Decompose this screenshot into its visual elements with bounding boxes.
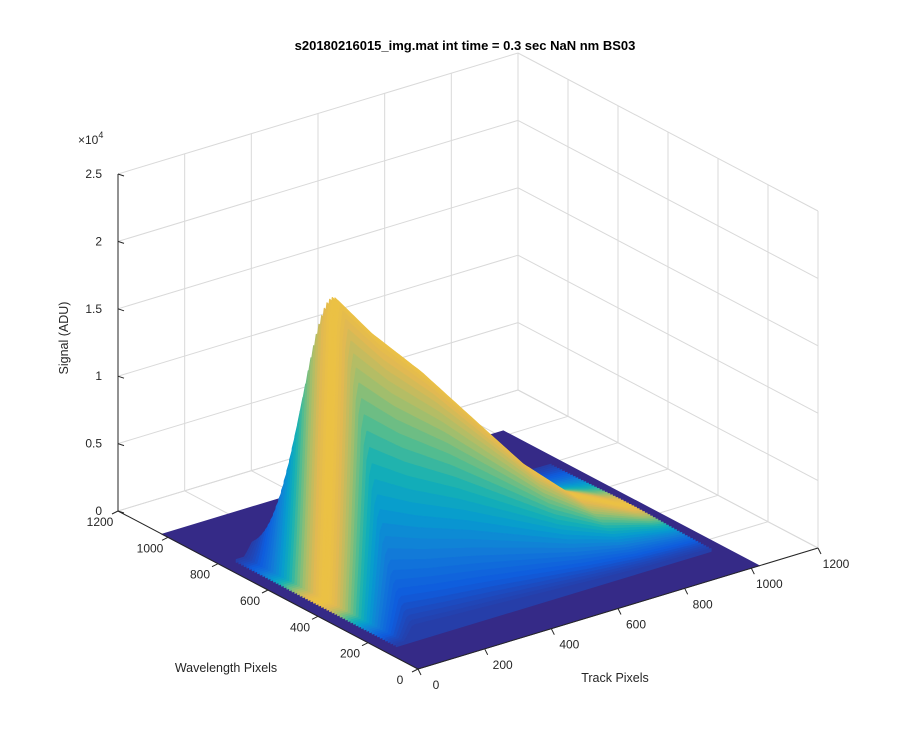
z-tick-mark-5 <box>117 173 125 177</box>
y-tick-label-1: 200 <box>340 647 360 661</box>
wall-b-hgrid-5 <box>517 52 819 212</box>
y-tick-mark-2 <box>311 615 319 620</box>
y-tick-mark-5 <box>161 536 169 541</box>
x-tick-mark-5 <box>750 567 755 575</box>
y-tick-mark-6 <box>111 510 119 515</box>
y-axis-label: Wavelength Pixels <box>175 661 277 675</box>
wall-b-hgrid-3 <box>517 187 819 347</box>
x-tick-mark-4 <box>684 588 689 595</box>
x-tick-label-5: 1000 <box>756 577 783 591</box>
z-tick-mark-4 <box>117 240 125 244</box>
wall-a-hgrid-5 <box>117 52 519 175</box>
wall-b-hgrid-0 <box>517 389 819 549</box>
x-tick-label-3: 600 <box>626 618 646 632</box>
x-tick-label-1: 200 <box>493 658 513 672</box>
x-tick-mark-0 <box>417 668 422 676</box>
surface-plot <box>160 297 761 670</box>
z-tick-mark-2 <box>117 375 125 379</box>
wall-a-hgrid-3 <box>117 187 519 310</box>
z-tick-mark-3 <box>117 308 125 312</box>
y-tick-label-2: 400 <box>290 620 310 634</box>
x-axis-label: Track Pixels <box>581 671 649 685</box>
tick-labels: 0200400600800100012000200400600800100012… <box>85 167 849 692</box>
z-exponent: ×104 <box>78 130 103 147</box>
x-tick-label-0: 0 <box>433 678 440 692</box>
y-tick-label-4: 800 <box>190 568 210 582</box>
y-tick-label-3: 600 <box>240 594 260 608</box>
wall-b-hgrid-2 <box>517 254 819 414</box>
z-axis-label: Signal (ADU) <box>57 302 71 375</box>
y-tick-label-5: 1000 <box>137 541 164 555</box>
x-tick-label-4: 800 <box>693 597 713 611</box>
z-tick-label-1: 0.5 <box>85 437 102 451</box>
y-tick-mark-1 <box>361 642 369 647</box>
wall-b-hgrid-4 <box>517 119 819 279</box>
y-tick-label-0: 0 <box>397 673 404 687</box>
wall-b-hgrid-1 <box>517 322 819 482</box>
z-tick-label-2: 1 <box>95 369 102 383</box>
y-tick-mark-3 <box>261 589 269 594</box>
z-tick-label-0: 0 <box>95 504 102 518</box>
y-tick-mark-4 <box>211 563 219 568</box>
axes-lines <box>111 173 822 676</box>
wall-a-hgrid-2 <box>117 254 519 377</box>
y-tick-label-6: 1200 <box>87 515 114 529</box>
wall-a-hgrid-4 <box>117 119 519 242</box>
z-tick-label-3: 1.5 <box>85 302 102 316</box>
x-tick-mark-6 <box>817 547 822 555</box>
x-tick-mark-3 <box>617 608 622 615</box>
x-tick-label-6: 1200 <box>823 557 850 571</box>
z-tick-mark-0 <box>117 510 125 514</box>
x-tick-mark-2 <box>550 628 555 635</box>
y-tick-mark-0 <box>411 668 419 673</box>
x-tick-label-2: 400 <box>559 638 579 652</box>
x-tick-mark-1 <box>484 648 489 656</box>
z-tick-label-4: 2 <box>95 234 102 248</box>
z-tick-mark-1 <box>117 443 125 447</box>
surface-slice-0 <box>395 547 712 648</box>
chart-title: s20180216015_img.mat int time = 0.3 sec … <box>295 38 636 53</box>
z-tick-label-5: 2.5 <box>85 167 102 181</box>
